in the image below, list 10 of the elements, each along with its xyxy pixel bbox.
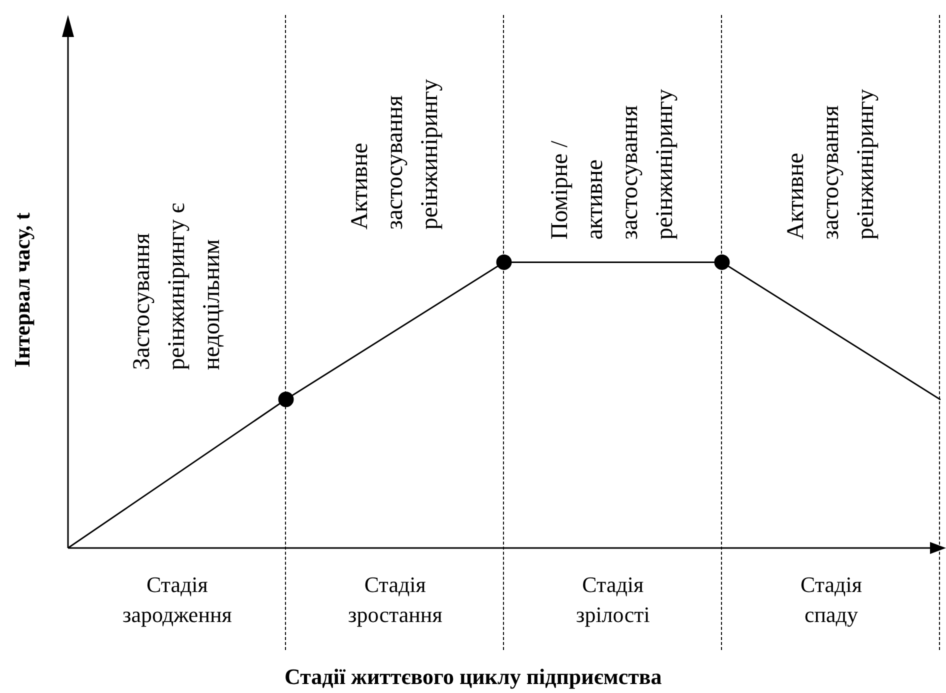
y-axis-title: Інтервал часу, t xyxy=(8,212,35,368)
text: Стадія зародження xyxy=(122,571,232,629)
text: Стадія спаду xyxy=(800,571,862,629)
annotation: Застосування реінжинірингу є недоцільним xyxy=(128,203,226,370)
text: Помірне / активне застосування реінжинірингу xyxy=(546,89,679,240)
text: Стадія зрілості xyxy=(576,571,650,629)
text: Активне застосування реінжинірингу xyxy=(782,89,880,240)
text: Активне застосування реінжинірингу xyxy=(346,79,444,230)
text: Стадія зростання xyxy=(348,571,442,629)
text: Стадії життєвого циклу підприємства xyxy=(284,664,662,690)
